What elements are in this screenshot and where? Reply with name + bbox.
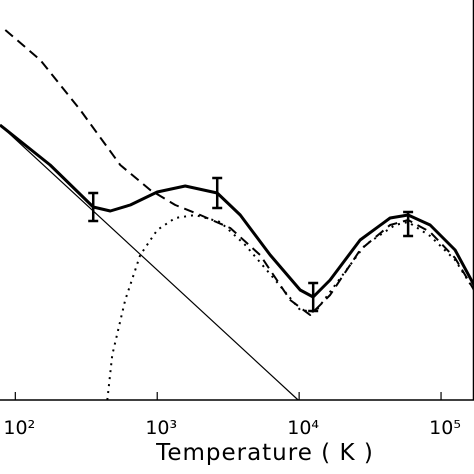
error-bar (403, 210, 414, 238)
error-bar (88, 191, 99, 223)
line (0, 124, 299, 401)
x-axis-label: Temperature ( K ) (155, 440, 374, 466)
x-tick-label: 10³ (145, 417, 177, 439)
line (0, 123, 474, 299)
x-tick-label: 10⁵ (429, 417, 461, 439)
x-tick-label: 10⁴ (287, 417, 319, 439)
line (106, 214, 474, 401)
x-tick-label: 10² (3, 417, 35, 439)
error-bar (212, 176, 223, 210)
error-bar (308, 281, 319, 313)
line (4, 29, 474, 316)
